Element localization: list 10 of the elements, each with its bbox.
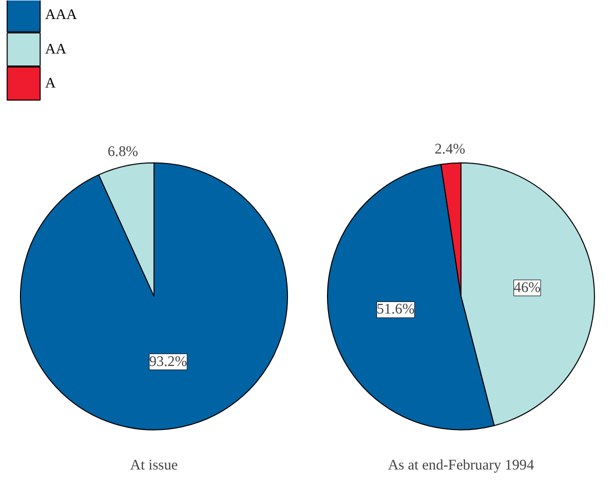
data-label: 2.4% <box>434 141 466 158</box>
data-label: 6.8% <box>108 144 138 160</box>
text: At issue <box>130 458 178 474</box>
legend-label: A <box>45 76 56 92</box>
text: As at end-February 1994 <box>388 458 535 474</box>
legend-label: AAA <box>45 7 78 24</box>
data-label: 93.2% <box>149 354 188 370</box>
data-label: 51.6% <box>376 302 415 318</box>
legend-label: AA <box>45 41 67 58</box>
data-label: 46% <box>514 280 541 296</box>
